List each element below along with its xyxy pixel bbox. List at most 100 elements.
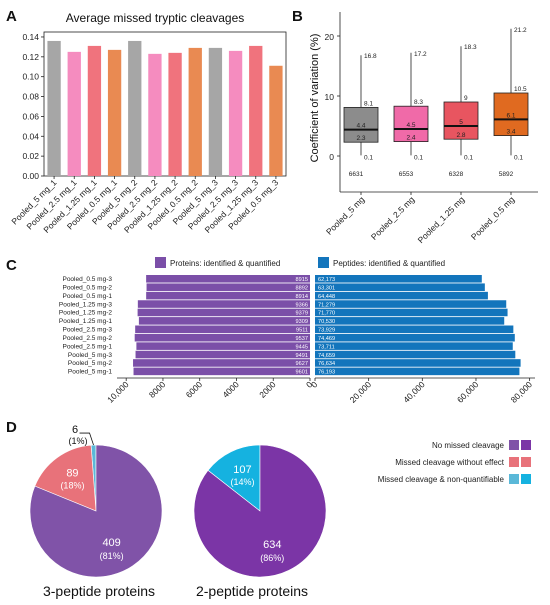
legend-proteins-label: Proteins: identified & quantified — [170, 259, 280, 268]
peptide-value-label: 64,448 — [318, 294, 335, 300]
y-tick-label: 0.06 — [22, 111, 39, 121]
protein-bar — [135, 325, 310, 334]
box — [493, 92, 529, 136]
y-tick-label: 0 — [329, 152, 334, 162]
protein-value-label: 9627 — [296, 361, 308, 367]
row-label: Pooled_5 mg-2 — [68, 360, 112, 367]
panel-b-box-plot: Coefficient of variation (%) 0 10 20 16.8 8.… — [309, 12, 538, 245]
peptide-value-label: 73,929 — [318, 328, 335, 334]
bar — [107, 49, 122, 176]
row-label: Pooled_2.5 mg-2 — [62, 335, 112, 342]
n-label: 6328 — [449, 171, 464, 178]
y-tick-label: 0.00 — [22, 171, 39, 181]
chart-b-ylabel: Coefficient of variation (%) — [309, 34, 321, 163]
min-label: 0.1 — [364, 154, 373, 161]
protein-bar — [137, 300, 310, 308]
x-tick-label: 20,000 — [348, 379, 374, 405]
x-tick-label: 0 — [304, 379, 315, 390]
panel-a-bar-chart: Average missed tryptic cleavages 0.00 0.0… — [9, 11, 287, 235]
max-label: 21.2 — [514, 27, 527, 34]
bar — [47, 40, 61, 177]
row-label: Pooled_5 mg-3 — [68, 352, 112, 359]
legend-missed-nonquant-label: Missed cleavage & non-quantifiable — [378, 475, 505, 484]
peptide-bar — [315, 325, 514, 334]
protein-bar — [133, 359, 310, 367]
peptide-bar — [315, 342, 513, 350]
median-label: 4.5 — [406, 122, 415, 129]
protein-value-label: 8892 — [296, 285, 308, 291]
median-label: 5 — [459, 119, 463, 126]
peptide-bar — [315, 300, 507, 308]
peptide-value-label: 71,770 — [318, 311, 335, 317]
box — [443, 101, 479, 140]
x-tick-label: Pooled_0.5 mg — [469, 194, 517, 242]
peptide-bar — [315, 350, 516, 359]
leader-line — [79, 432, 94, 446]
peptide-value-label: 62,173 — [318, 277, 335, 283]
y-tick-label: 10 — [325, 92, 335, 102]
median-label: 4.4 — [356, 123, 365, 130]
median-label: 6.1 — [506, 112, 515, 119]
protein-value-label: 9601 — [296, 370, 308, 376]
slice-percent-label: (81%) — [100, 551, 124, 561]
x-tick-label: 2000 — [257, 379, 278, 400]
slice-count-label: 6 — [72, 424, 78, 436]
peptide-bar — [315, 317, 505, 325]
row-label: Pooled_1.25 mg-1 — [59, 318, 113, 325]
peptide-bar — [315, 283, 485, 291]
max-label: 17.2 — [414, 51, 427, 58]
bar — [148, 53, 162, 176]
slice-percent-label: (86%) — [260, 553, 284, 563]
protein-value-label: 9511 — [296, 328, 308, 334]
legend-missed-no-effect-label: Missed cleavage without effect — [395, 458, 505, 467]
legend-swatch — [509, 440, 519, 450]
box — [393, 105, 429, 142]
row-label: Pooled_1.25 mg-2 — [59, 310, 113, 317]
panel-d-pie-charts: 3-peptide proteins 2-peptide proteins No… — [29, 424, 531, 599]
slice-count-label: 409 — [102, 537, 120, 549]
bar — [67, 51, 81, 176]
y-tick-label: 0.14 — [22, 32, 39, 42]
peptide-value-label: 70,530 — [318, 319, 335, 325]
legend-swatch — [521, 440, 531, 450]
bar — [128, 40, 142, 177]
q3-label: 10.5 — [514, 86, 527, 93]
n-label: 6631 — [349, 171, 364, 178]
row-label: Pooled_2.5 mg-1 — [62, 343, 112, 350]
pie-slice — [193, 444, 327, 578]
n-label: 5892 — [499, 171, 514, 178]
panel-c-diverging-bar-chart: Proteins: identified & quantified Peptid… — [59, 257, 535, 405]
q1-label: 3.4 — [506, 129, 515, 136]
bar — [228, 50, 243, 176]
bar — [208, 47, 223, 177]
x-tick-label: Pooled_2.5 mg — [369, 194, 417, 242]
row-label: Pooled_0.5 mg-2 — [62, 284, 112, 291]
pie-2-title: 2-peptide proteins — [196, 583, 308, 599]
pie-slice — [29, 444, 163, 578]
legend-peptides-label: Peptides: identified & quantified — [333, 259, 445, 268]
q1-label: 2.3 — [356, 135, 365, 142]
row-label: Pooled_5 mg-1 — [68, 369, 112, 376]
peptide-bar — [315, 367, 520, 376]
x-tick-label: 60,000 — [455, 379, 481, 405]
legend-peptides-swatch — [318, 257, 329, 268]
legend-swatch — [509, 474, 519, 484]
min-label: 0.1 — [514, 154, 523, 161]
y-tick-label: 0.12 — [22, 52, 39, 62]
protein-bar — [134, 333, 310, 342]
protein-bar — [146, 283, 310, 291]
max-label: 16.8 — [364, 53, 377, 60]
legend-no-missed-label: No missed cleavage — [432, 441, 505, 450]
peptide-value-label: 76,634 — [318, 361, 335, 367]
bar — [168, 52, 182, 176]
legend-swatch — [521, 457, 531, 467]
q1-label: 2.4 — [406, 135, 415, 142]
q3-label: 8.1 — [364, 100, 373, 107]
protein-bar — [138, 317, 310, 325]
x-tick-label: 80,000 — [509, 379, 535, 405]
protein-value-label: 8915 — [296, 277, 308, 283]
row-label: Pooled_1.25 mg-3 — [59, 301, 113, 308]
x-tick-label: 6000 — [184, 379, 205, 400]
row-label: Pooled_0.5 mg-1 — [62, 293, 112, 300]
peptide-bar — [315, 308, 508, 317]
